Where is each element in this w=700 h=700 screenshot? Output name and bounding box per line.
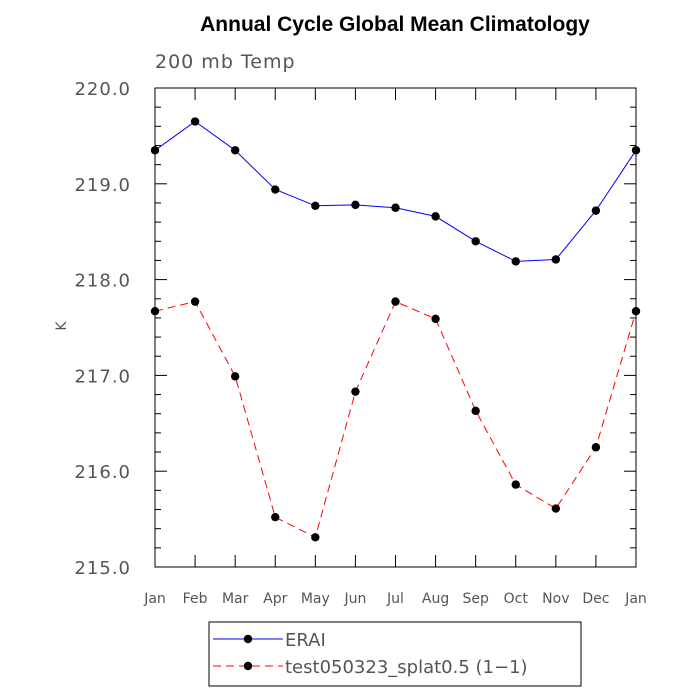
legend-marker [243, 661, 253, 671]
legend-box [208, 621, 582, 687]
series-line [154, 300, 637, 539]
x-tick-label: Aug [422, 591, 449, 607]
legend-entry: test050323_splat0.5 (1−1) [213, 657, 528, 678]
plot-border [154, 87, 637, 568]
plot-frame [154, 87, 637, 568]
data-point [471, 406, 480, 416]
legend-label: test050323_splat0.5 (1−1) [285, 657, 528, 678]
data-point [351, 200, 360, 210]
y-tick-label: 220.0 [74, 79, 131, 100]
x-tick-label: Sep [462, 591, 489, 607]
x-tick-label: May [301, 591, 330, 607]
x-tick-labels: Jan Feb Mar Apr May Jun Jul Aug Sep Oct Nov Dec Jan [143, 591, 647, 607]
legend-label: ERAI [285, 630, 326, 651]
data-point [271, 185, 280, 194]
chart-title: Annual Cycle Global Mean Climatology [200, 13, 590, 36]
data-point [391, 297, 400, 306]
data-point [591, 443, 601, 452]
data-point [230, 146, 240, 155]
y-tick-label: 218.0 [74, 271, 131, 292]
x-tick-label: Jan [143, 591, 166, 607]
x-tick-label: Apr [263, 591, 287, 607]
data-point [551, 255, 561, 264]
x-tick-label: Oct [504, 591, 529, 607]
y-tick-label: 216.0 [74, 462, 131, 483]
data-point [311, 201, 320, 211]
data-point [391, 203, 400, 212]
x-tick-label: Feb [183, 591, 208, 607]
data-point [190, 117, 200, 126]
data-point [150, 146, 160, 155]
data-point [351, 387, 360, 396]
x-tick-label: Mar [222, 591, 249, 607]
data-point [431, 314, 440, 324]
series-2 [150, 297, 641, 542]
x-tick-label: Jun [343, 591, 366, 607]
y-tick-label: 217.0 [74, 366, 131, 387]
data-point [311, 533, 320, 542]
y-tick-labels: 215.0 216.0 217.0 218.0 219.0 220.0 [74, 79, 131, 579]
series-layer [150, 117, 641, 542]
y-tick-label: 215.0 [74, 558, 131, 579]
data-point [511, 257, 520, 266]
x-tick-label: Jul [386, 591, 404, 607]
legend: ERAI test050323_splat0.5 (1−1) [208, 621, 582, 687]
axis-ticks [154, 87, 637, 568]
data-point [271, 512, 280, 522]
x-tick-label: Dec [582, 591, 609, 607]
series-1 [150, 117, 641, 266]
y-axis-label: K [54, 321, 70, 331]
legend-marker [243, 634, 253, 644]
data-point [190, 297, 200, 306]
data-point [511, 480, 520, 489]
legend-entry: ERAI [213, 630, 326, 651]
data-point [551, 504, 561, 513]
series-line [154, 120, 637, 262]
data-point [631, 146, 641, 155]
data-point [431, 212, 440, 221]
data-point [631, 307, 641, 316]
data-point [471, 237, 480, 246]
data-point [150, 307, 160, 316]
chart-subtitle: 200 mb Temp [155, 51, 296, 73]
data-point [591, 206, 601, 215]
x-tick-label: Jan [624, 591, 647, 607]
x-tick-label: Nov [542, 591, 569, 607]
data-point [230, 372, 240, 381]
y-tick-label: 219.0 [74, 175, 131, 196]
